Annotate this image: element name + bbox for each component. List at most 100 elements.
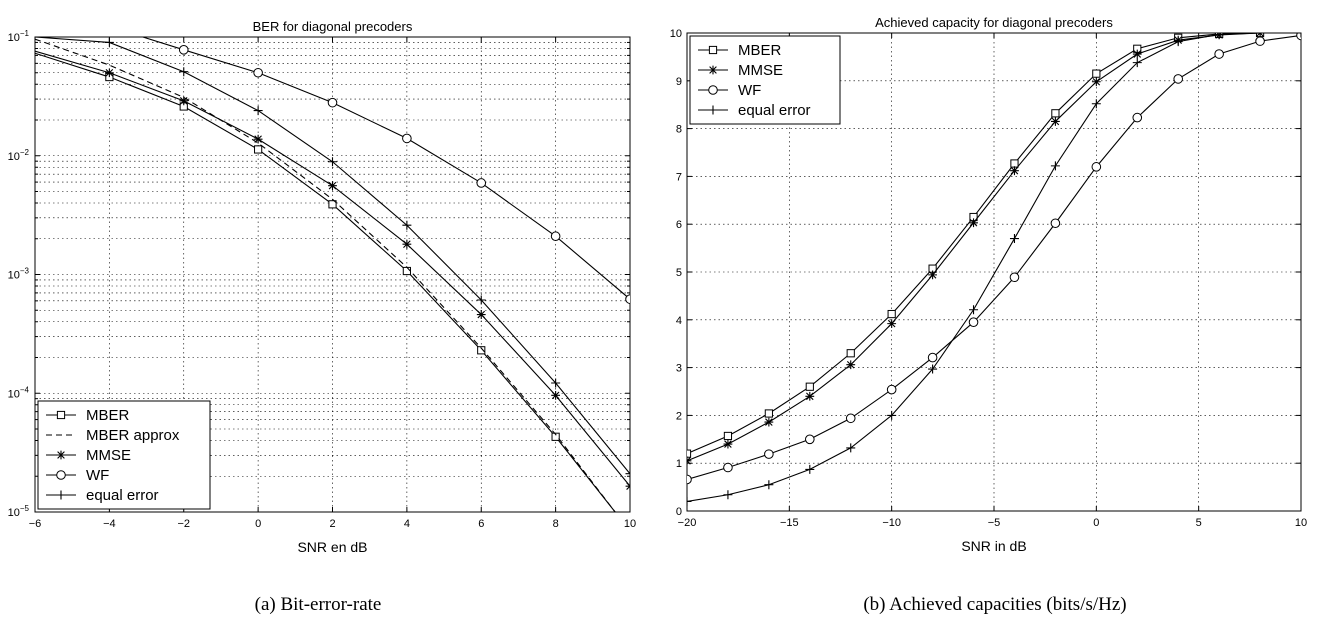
y-tick-label: 7 [676,171,682,183]
point-equal-error [328,157,337,167]
point-wf [845,413,856,424]
point-mmse [764,417,774,427]
point-equal-error [104,37,114,47]
x-axis-label: SNR in dB [961,538,1026,554]
point-mber [723,431,733,441]
y-tick-label: 5 [676,267,682,279]
y-tick-label: 10−3 [8,267,30,282]
capacity-chart: −20 −15 −10 −5 0 5 10 0 1 2 3 4 5 6 7 8 9 10 Achieved capa… [670,15,1307,554]
point-mmse [104,68,114,78]
legend-label-wf: WF [738,82,761,99]
point-mmse [928,270,937,280]
x-tick-label: −10 [882,517,901,529]
point-wf [178,45,189,55]
point-wf [764,449,774,459]
series-line-equal-error [687,33,1301,502]
y-tick-label: 9 [676,76,682,88]
point-mmse [1051,117,1060,126]
point-equal-error [476,295,486,305]
point-mber [1092,69,1101,78]
point-mmse [1091,77,1101,87]
point-equal-error [402,220,412,230]
x-tick-label: 5 [1196,517,1202,529]
point-mber [764,409,773,418]
point-equal-error [1050,161,1060,171]
point-wf [625,294,630,304]
x-tick-label: 0 [255,518,261,530]
y-tick-label: 10−4 [8,385,30,400]
legend-marker-mmse [708,65,718,75]
point-mmse [328,181,337,191]
legend-label-mber-approx: MBER approx [86,427,180,444]
x-tick-label: −20 [678,517,697,529]
y-tick-label: 4 [676,315,682,327]
point-equal-error [723,490,733,500]
point-wf [550,231,561,242]
point-wf [1132,112,1143,123]
point-mmse [476,310,486,319]
chart-title: Achieved capacity for diagonal precoders [875,15,1113,30]
point-mber [846,349,855,358]
legend-label-mber: MBER [738,42,782,59]
caption-capacity: (b) Achieved capacities (bits/s/Hz) [863,594,1126,615]
point-mber [687,449,692,458]
point-wf [476,178,487,188]
legend-label-mmse: MMSE [86,447,131,464]
point-equal-error [551,378,561,388]
point-wf [927,352,938,363]
point-wf [687,474,692,485]
series-group [35,37,630,512]
point-equal-error [253,106,263,116]
point-equal-error [1173,37,1183,47]
point-equal-error [969,305,979,315]
point-wf [1050,218,1061,229]
point-wf [886,384,897,395]
point-wf [968,317,979,327]
x-tick-label: −15 [780,517,799,529]
point-wf [402,133,412,144]
point-wf [1009,272,1020,283]
y-tick-label: 6 [676,219,682,231]
point-mmse [625,481,630,491]
point-mmse [687,456,692,466]
x-tick-label: −4 [103,518,116,530]
x-tick-label: 2 [329,518,335,530]
legend-marker-mber [708,45,718,55]
point-mmse [253,134,263,144]
caption-ber: (a) Bit-error-rate [255,594,382,615]
point-mber [1051,109,1060,118]
point-mmse [805,391,815,401]
y-tick-label: 10−1 [8,29,30,44]
series-group [687,33,1301,506]
x-tick-label: 6 [478,518,484,530]
y-tick-label: 2 [676,410,682,422]
point-mmse [846,360,856,370]
point-mmse [723,439,733,449]
point-equal-error [1091,99,1101,109]
x-tick-label: 10 [624,518,636,530]
point-mmse [969,218,978,228]
x-tick-label: 0 [1093,517,1099,529]
point-mmse [551,390,561,400]
y-tick-label: 8 [676,124,682,136]
series-line-wf [142,37,630,300]
point-mber [477,346,486,355]
legend-label-mber: MBER [86,407,130,424]
point-equal-error [625,469,630,479]
point-mber [1010,159,1019,168]
x-tick-label: 4 [404,518,410,530]
chart-title: BER for diagonal precoders [253,19,413,34]
point-wf [1214,49,1224,59]
x-tick-label: 10 [1295,517,1307,529]
point-equal-error [846,443,856,453]
legend-marker-equal-error [708,105,718,115]
legend-marker-wf [56,470,66,480]
point-equal-error [887,410,897,420]
x-axis-label: SNR en dB [297,539,367,555]
y-tick-label: 0 [676,506,682,518]
point-wf [253,67,263,78]
point-wf [805,434,815,445]
point-equal-error [764,480,774,490]
y-tick-label: 10−5 [8,504,30,519]
x-tick-label: −6 [29,518,42,530]
